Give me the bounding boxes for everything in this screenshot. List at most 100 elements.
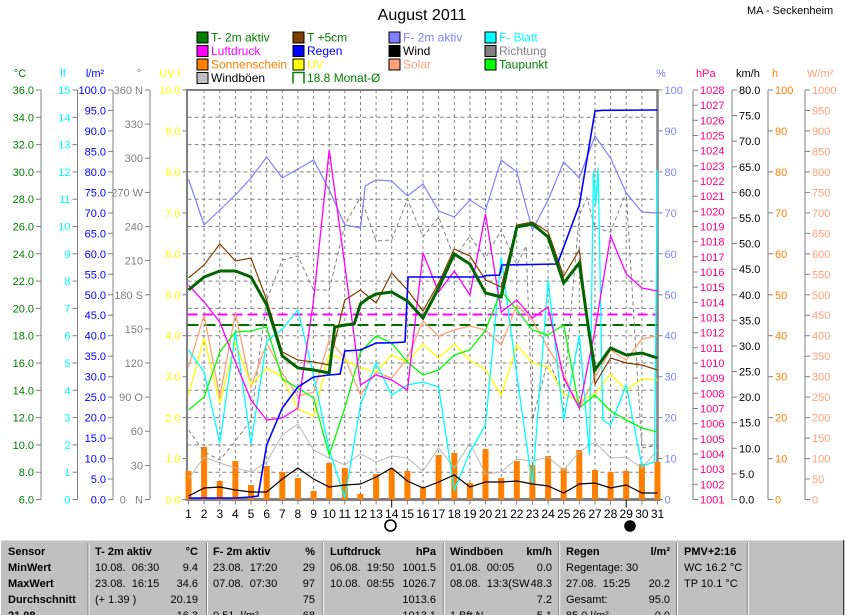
svg-text:900: 900 [812,126,830,138]
svg-text:50: 50 [665,290,677,302]
svg-text:4.0: 4.0 [165,331,180,343]
svg-text:Regen: Regen [307,44,342,58]
svg-text:40.0: 40.0 [739,290,760,302]
svg-text:950: 950 [812,106,830,118]
svg-text:350: 350 [812,351,830,363]
svg-text:1004: 1004 [700,449,724,461]
svg-text:1025: 1025 [700,131,724,143]
svg-text:180 S: 180 S [114,290,143,302]
svg-text:90: 90 [775,126,787,138]
svg-text:26: 26 [573,507,587,521]
svg-text:1028: 1028 [700,85,724,97]
svg-text:95.0: 95.0 [649,594,670,606]
svg-text:65.0: 65.0 [85,228,106,240]
svg-text:WC 16.2 °C: WC 16.2 °C [684,562,742,574]
svg-text:1015: 1015 [700,282,724,294]
svg-text:24.0: 24.0 [13,249,34,261]
svg-text:25.0: 25.0 [739,367,760,379]
svg-text:1006: 1006 [700,419,724,431]
svg-text:250: 250 [812,392,830,404]
svg-text:Sensor: Sensor [8,546,46,558]
svg-text:8.0: 8.0 [19,467,34,479]
svg-text:150: 150 [812,433,830,445]
svg-text:21.08: 21.08 [8,610,36,615]
svg-text:17: 17 [432,507,446,521]
svg-text:0.0: 0.0 [537,562,552,574]
svg-text:km/h: km/h [526,546,552,558]
svg-text:48.3: 48.3 [531,578,552,590]
svg-text:200: 200 [812,413,830,425]
svg-text:18: 18 [448,507,462,521]
svg-text:13: 13 [369,507,383,521]
svg-text:30: 30 [131,460,143,472]
svg-text:4: 4 [232,507,239,521]
svg-text:TP 10.1 °C: TP 10.1 °C [684,578,738,590]
svg-text:08.08. 13:3(SW: 08.08. 13:3(SW [450,578,530,590]
svg-text:Windböen: Windböen [211,71,265,85]
svg-text:360 N: 360 N [114,85,143,97]
svg-text:90.0: 90.0 [85,126,106,138]
svg-text:40.0: 40.0 [85,331,106,343]
svg-text:1023: 1023 [700,161,724,173]
svg-text:1011: 1011 [700,343,724,355]
svg-text:95.0: 95.0 [85,106,106,118]
svg-text:20.0: 20.0 [739,392,760,404]
svg-text:10: 10 [665,454,677,466]
svg-text:20: 20 [479,507,493,521]
svg-text:70: 70 [775,208,787,220]
svg-text:85.0: 85.0 [85,146,106,158]
svg-text:30.0: 30.0 [85,372,106,384]
svg-text:10.0: 10.0 [159,85,180,97]
svg-text:13: 13 [58,140,70,152]
svg-text:UV-I: UV-I [159,68,180,80]
svg-text:20: 20 [665,413,677,425]
svg-text:85.0 l/m²: 85.0 l/m² [566,610,609,615]
svg-text:28.0: 28.0 [13,194,34,206]
svg-text:450: 450 [812,310,830,322]
svg-text:8: 8 [295,507,302,521]
svg-text:1005: 1005 [700,434,724,446]
svg-text:50.0: 50.0 [85,290,106,302]
svg-text:F- 2m aktiv: F- 2m aktiv [403,31,462,45]
svg-text:1026: 1026 [700,115,724,127]
svg-text:01.08. 00:05: 01.08. 00:05 [450,562,514,574]
svg-text:10.08. 06:30: 10.08. 06:30 [95,562,159,574]
svg-text:22.0: 22.0 [13,276,34,288]
svg-text:80.0: 80.0 [739,85,760,97]
svg-text:75.0: 75.0 [85,187,106,199]
svg-text:Solar: Solar [403,58,431,72]
svg-text:°C: °C [14,68,26,80]
svg-text:21: 21 [495,507,509,521]
svg-text:11: 11 [59,194,70,206]
svg-text:210: 210 [125,256,143,268]
svg-text:30: 30 [635,507,649,521]
svg-text:12.0: 12.0 [13,413,34,425]
svg-text:Luftdruck: Luftdruck [330,546,382,558]
svg-text:30.0: 30.0 [13,167,34,179]
svg-text:1007: 1007 [700,404,724,416]
svg-text:2: 2 [64,440,70,452]
svg-text:10: 10 [58,222,70,234]
svg-text:0: 0 [775,495,781,507]
svg-text:1002: 1002 [700,479,724,491]
svg-text:30: 30 [665,372,677,384]
svg-text:T- 2m aktiv: T- 2m aktiv [211,31,270,45]
svg-text:18.0: 18.0 [13,331,34,343]
svg-text:Regen: Regen [566,546,600,558]
svg-text:18.8 Monat-Ø: 18.8 Monat-Ø [307,71,380,85]
svg-text:75: 75 [303,594,315,606]
svg-text:8: 8 [64,276,70,288]
svg-text:lf: lf [60,68,66,80]
svg-text:2.0: 2.0 [165,413,180,425]
svg-text:750: 750 [812,187,830,199]
svg-text:550: 550 [812,269,830,281]
svg-text:1018: 1018 [700,237,724,249]
svg-text:1026.7: 1026.7 [402,578,436,590]
svg-text:F- Blatt: F- Blatt [499,31,538,45]
svg-text:5.0: 5.0 [739,469,754,481]
svg-text:%: % [656,68,666,80]
svg-text:55.0: 55.0 [85,269,106,281]
svg-text:MaxWert: MaxWert [8,578,54,590]
svg-text:hPa: hPa [696,68,716,80]
svg-text:60: 60 [131,426,143,438]
